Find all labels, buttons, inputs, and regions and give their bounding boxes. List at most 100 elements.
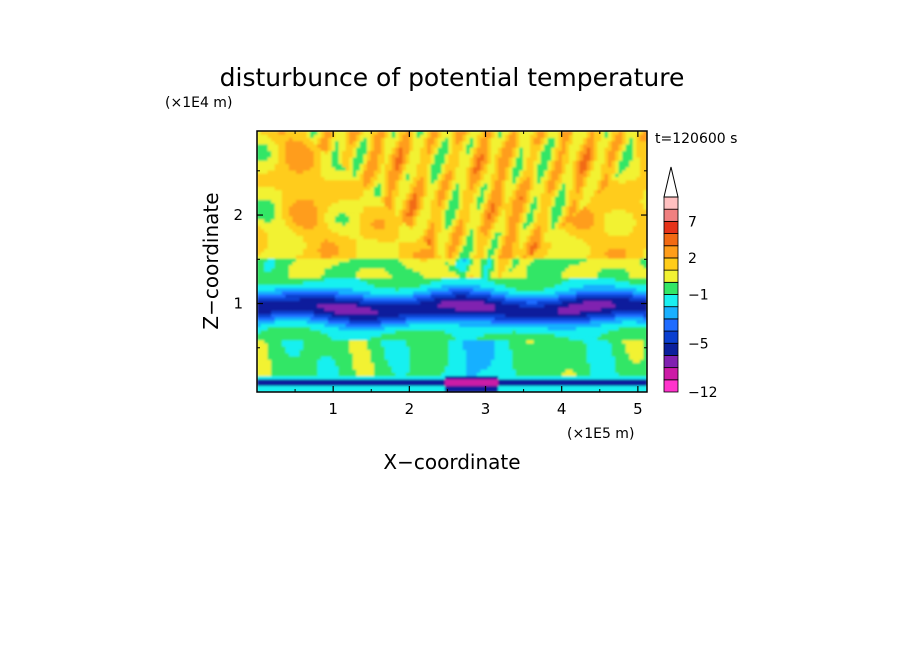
heatmap-cell bbox=[423, 290, 428, 295]
heatmap-cell bbox=[313, 313, 318, 318]
heatmap-cell bbox=[331, 356, 336, 360]
heatmap-cell bbox=[572, 287, 577, 292]
heatmap-cell bbox=[533, 343, 538, 347]
heatmap-cell bbox=[356, 356, 361, 360]
heatmap-cell bbox=[366, 303, 371, 308]
heatmap-cell bbox=[299, 323, 304, 328]
heatmap-cell bbox=[331, 261, 336, 266]
heatmap-cell bbox=[324, 271, 329, 275]
heatmap-cell bbox=[413, 268, 417, 272]
heatmap-cell bbox=[593, 349, 598, 354]
heatmap-cell bbox=[260, 307, 265, 311]
heatmap-cell bbox=[264, 303, 269, 308]
heatmap-cell bbox=[590, 271, 595, 275]
heatmap-cell bbox=[306, 313, 311, 318]
heatmap-cell bbox=[611, 316, 616, 321]
heatmap-cell bbox=[491, 258, 495, 262]
heatmap-cell bbox=[405, 346, 410, 350]
heatmap-cell bbox=[537, 274, 542, 279]
heatmap-cell bbox=[625, 359, 630, 364]
heatmap-cell bbox=[342, 271, 347, 275]
heatmap-cell bbox=[370, 307, 375, 311]
heatmap-cell bbox=[622, 333, 627, 337]
heatmap-cell bbox=[271, 241, 276, 246]
heatmap-cell bbox=[377, 313, 382, 318]
heatmap-cell bbox=[466, 258, 471, 262]
heatmap-cell bbox=[512, 356, 517, 360]
heatmap-cell bbox=[632, 349, 637, 354]
heatmap-cell bbox=[303, 346, 308, 350]
heatmap-cell bbox=[515, 375, 520, 380]
heatmap-cell bbox=[320, 303, 325, 308]
heatmap-cell bbox=[491, 385, 495, 390]
heatmap-cell bbox=[349, 388, 354, 392]
heatmap-cell bbox=[264, 254, 269, 259]
heatmap-cell bbox=[338, 254, 343, 259]
heatmap-cell bbox=[452, 310, 456, 315]
heatmap-cell bbox=[434, 251, 439, 256]
heatmap-cell bbox=[583, 261, 588, 266]
heatmap-cell bbox=[547, 290, 552, 295]
heatmap-cell bbox=[299, 258, 304, 262]
heatmap-cell bbox=[558, 356, 563, 360]
heatmap-cell bbox=[505, 313, 510, 318]
heatmap-cell bbox=[586, 274, 591, 279]
heatmap-cell bbox=[274, 284, 279, 288]
heatmap-cell bbox=[632, 310, 637, 315]
heatmap-cell bbox=[395, 307, 400, 311]
heatmap-cell bbox=[530, 382, 534, 386]
heatmap-cell bbox=[303, 349, 308, 354]
heatmap-cell bbox=[480, 245, 485, 249]
heatmap-cell bbox=[498, 264, 503, 269]
heatmap-cell bbox=[398, 274, 403, 279]
heatmap-cell bbox=[625, 261, 630, 266]
heatmap-cell bbox=[278, 372, 283, 377]
heatmap-cell bbox=[327, 326, 332, 331]
heatmap-cell bbox=[604, 346, 609, 350]
heatmap-cell bbox=[618, 290, 623, 295]
heatmap-cell bbox=[537, 258, 542, 262]
heatmap-cell bbox=[335, 258, 339, 262]
heatmap-cell bbox=[257, 251, 261, 256]
heatmap-cell bbox=[267, 310, 272, 315]
heatmap-cell bbox=[480, 382, 485, 386]
heatmap-cell bbox=[271, 248, 276, 253]
heatmap-cell bbox=[338, 307, 343, 311]
heatmap-cell bbox=[338, 245, 343, 249]
heatmap-cell bbox=[366, 333, 371, 337]
heatmap-cell bbox=[288, 352, 293, 357]
heatmap-cell bbox=[551, 261, 556, 266]
heatmap-cell bbox=[459, 316, 464, 321]
heatmap-cell bbox=[597, 356, 602, 360]
heatmap-cell bbox=[618, 294, 623, 298]
heatmap-cell bbox=[611, 245, 616, 249]
heatmap-cell bbox=[551, 326, 556, 331]
heatmap-cell bbox=[374, 316, 378, 321]
heatmap-cell bbox=[299, 339, 304, 344]
heatmap-cell bbox=[583, 294, 588, 298]
heatmap-cell bbox=[593, 333, 598, 337]
heatmap-cell bbox=[593, 313, 598, 318]
heatmap-cell bbox=[643, 382, 647, 386]
heatmap-cell bbox=[622, 320, 627, 324]
heatmap-cell bbox=[576, 362, 581, 367]
heatmap-cell bbox=[519, 271, 524, 275]
heatmap-cell bbox=[452, 336, 456, 341]
heatmap-cell bbox=[395, 320, 400, 324]
heatmap-cell bbox=[331, 336, 336, 341]
heatmap-cell bbox=[317, 241, 322, 246]
heatmap-cell bbox=[320, 294, 325, 298]
heatmap-cell bbox=[288, 290, 293, 295]
heatmap-cell bbox=[455, 277, 460, 282]
heatmap-cell bbox=[579, 303, 584, 308]
heatmap-cell bbox=[324, 369, 329, 373]
heatmap-cell bbox=[505, 245, 510, 249]
heatmap-cell bbox=[342, 281, 347, 285]
heatmap-cell bbox=[416, 274, 421, 279]
heatmap-cell bbox=[264, 333, 269, 337]
heatmap-cell bbox=[423, 245, 428, 249]
heatmap-cell bbox=[636, 268, 641, 272]
heatmap-cell bbox=[498, 372, 503, 377]
heatmap-cell bbox=[643, 268, 647, 272]
heatmap-cell bbox=[469, 333, 474, 337]
